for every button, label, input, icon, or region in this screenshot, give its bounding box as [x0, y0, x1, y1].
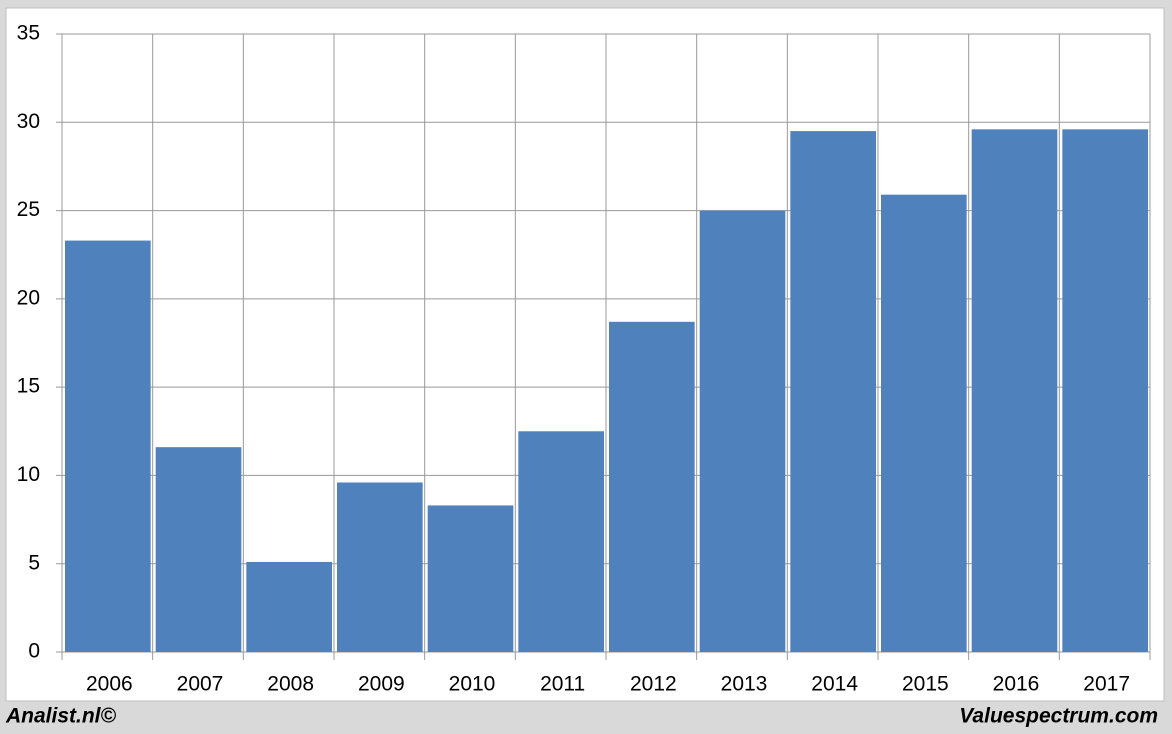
x-tick-label: 2006	[86, 673, 133, 696]
x-tick-label: 2010	[449, 673, 496, 696]
footer-right: Valuespectrum.com	[959, 705, 1158, 728]
x-tick-label: 2011	[540, 673, 585, 696]
x-tick-label: 2016	[993, 673, 1040, 696]
x-tick-label: 2007	[177, 673, 224, 696]
bar	[790, 131, 876, 653]
x-tick-label: 2012	[630, 673, 677, 696]
bar	[246, 561, 332, 652]
bar	[518, 431, 604, 652]
x-tick-label: 2014	[811, 673, 858, 696]
bar	[427, 505, 514, 652]
bar	[609, 321, 695, 652]
x-tick-label: 2008	[267, 673, 314, 696]
y-tick-label: 25	[17, 198, 40, 221]
bar	[971, 129, 1058, 652]
bar	[699, 210, 786, 653]
y-tick-label: 15	[17, 375, 40, 398]
y-tick-label: 5	[28, 551, 40, 574]
y-tick-label: 0	[28, 640, 40, 663]
x-tick-label: 2017	[1083, 673, 1130, 696]
y-tick-label: 20	[17, 286, 40, 309]
bar	[1062, 129, 1148, 652]
x-tick-label: 2015	[902, 673, 949, 696]
y-tick-label: 10	[17, 463, 40, 486]
bar	[337, 482, 423, 652]
x-tick-label: 2009	[358, 673, 405, 696]
y-tick-label: 35	[17, 22, 40, 45]
x-tick-label: 2013	[721, 673, 768, 696]
footer-left: Analist.nl©	[5, 705, 117, 728]
bar	[881, 194, 967, 652]
bar	[155, 447, 242, 652]
y-tick-label: 30	[17, 110, 40, 133]
bar	[65, 240, 151, 653]
